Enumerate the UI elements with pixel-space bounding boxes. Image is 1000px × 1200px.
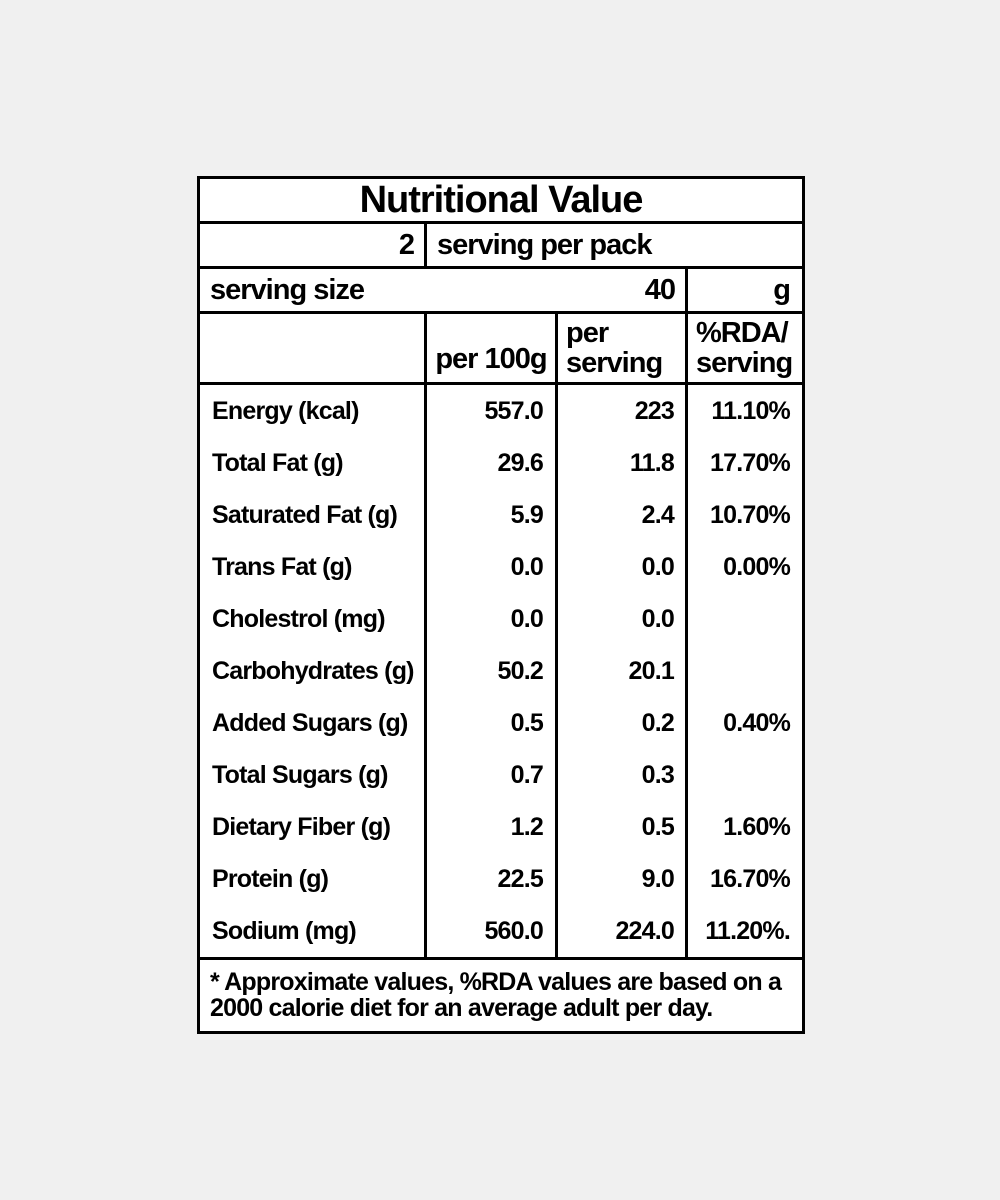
value-rda: 1.60%: [723, 812, 791, 841]
value-rda: 10.70%: [710, 500, 791, 529]
serving-size-cell: serving size 40: [200, 269, 688, 311]
nutrient-label: Dietary Fiber (g): [200, 801, 427, 853]
value-per-100g: 29.6: [427, 437, 558, 489]
value-per-serving: 0.3: [558, 749, 688, 801]
value-rda: 11.10%: [711, 396, 790, 425]
value-per-100g: 557.0: [427, 385, 558, 437]
nutrient-row-total-sugars: Total Sugars (g) 0.7 0.3: [200, 749, 802, 801]
servings-per-pack-text: serving per pack: [437, 228, 653, 261]
nutrient-row-trans-fat: Trans Fat (g) 0.0 0.0 0.00%: [200, 541, 802, 593]
value-per-100g: 5.9: [427, 489, 558, 541]
nutrition-label: Nutritional Value 2 serving per pack ser…: [197, 176, 805, 1034]
value-per-serving: 11.8: [558, 437, 688, 489]
nutrient-label: Sodium (mg): [200, 905, 427, 957]
value-rda: 0.00%: [723, 552, 791, 581]
value-per-100g: 1.2: [427, 801, 558, 853]
column-header-per-100g: per 100g: [427, 314, 558, 382]
footnote-line-2: 2000 calorie diet for an average adult p…: [210, 994, 713, 1022]
value-rda: 11.20%.: [705, 916, 791, 945]
value-per-100g: 0.0: [427, 593, 558, 645]
value-per-100g: 22.5: [427, 853, 558, 905]
nutrient-label: Energy (kcal): [200, 385, 427, 437]
serving-size-text: serving size: [210, 273, 365, 306]
value-rda: 17.70%: [710, 448, 791, 477]
nutrient-label: Protein (g): [200, 853, 427, 905]
nutrient-label: Cholestrol (mg): [200, 593, 427, 645]
nutrient-label: Total Sugars (g): [200, 749, 427, 801]
nutrient-row-protein: Protein (g) 22.5 9.0 16.70%: [200, 853, 802, 905]
nutrient-row-energy: Energy (kcal) 557.0 223 11.10%: [200, 385, 802, 437]
value-per-100g: 0.5: [427, 697, 558, 749]
value-per-100g: 0.0: [427, 541, 558, 593]
value-per-serving: 0.2: [558, 697, 688, 749]
value-per-100g: 0.7: [427, 749, 558, 801]
serving-size-value: 40: [644, 273, 676, 306]
value-per-serving: 9.0: [558, 853, 688, 905]
column-header-per-serving: per serving: [558, 314, 688, 382]
servings-per-pack-row: 2 serving per pack: [200, 224, 802, 269]
column-header-blank: [200, 314, 427, 382]
nutrient-label: Carbohydrates (g): [200, 645, 427, 697]
servings-count: 2: [200, 224, 427, 266]
nutrient-table-body: Energy (kcal) 557.0 223 11.10% Total Fat…: [200, 385, 802, 957]
nutrient-row-saturated-fat: Saturated Fat (g) 5.9 2.4 10.70%: [200, 489, 802, 541]
value-rda: [688, 749, 802, 801]
label-title: Nutritional Value: [200, 179, 802, 224]
value-per-serving: 2.4: [558, 489, 688, 541]
value-rda: [688, 593, 802, 645]
nutrient-row-dietary-fiber: Dietary Fiber (g) 1.2 0.5 1.60%: [200, 801, 802, 853]
value-rda: 16.70%: [710, 864, 791, 893]
column-header-rda-per-serving: %RDA/ serving: [696, 317, 793, 379]
value-per-serving: 20.1: [558, 645, 688, 697]
nutrient-label: Added Sugars (g): [200, 697, 427, 749]
nutrient-row-carbohydrates: Carbohydrates (g) 50.2 20.1: [200, 645, 802, 697]
value-per-serving: 0.0: [558, 593, 688, 645]
value-per-serving: 0.0: [558, 541, 688, 593]
value-per-100g: 560.0: [427, 905, 558, 957]
nutrient-row-sodium: Sodium (mg) 560.0 224.0 11.20%.: [200, 905, 802, 957]
nutrient-row-total-fat: Total Fat (g) 29.6 11.8 17.70%: [200, 437, 802, 489]
serving-size-row: serving size 40 g: [200, 269, 802, 314]
value-per-100g: 50.2: [427, 645, 558, 697]
value-per-serving: 223: [558, 385, 688, 437]
value-rda: 0.40%: [723, 708, 791, 737]
value-per-serving: 0.5: [558, 801, 688, 853]
value-rda: [688, 645, 802, 697]
nutrient-label: Total Fat (g): [200, 437, 427, 489]
footnote: * Approximate values, %RDA values are ba…: [200, 957, 802, 1031]
nutrient-row-cholestrol: Cholestrol (mg) 0.0 0.0: [200, 593, 802, 645]
value-per-serving: 224.0: [558, 905, 688, 957]
column-header-row: per 100g per serving %RDA/ serving: [200, 314, 802, 385]
nutrient-label: Trans Fat (g): [200, 541, 427, 593]
nutrient-label: Saturated Fat (g): [200, 489, 427, 541]
serving-size-unit: g: [773, 273, 791, 306]
footnote-line-1: * Approximate values, %RDA values are ba…: [210, 968, 782, 996]
nutrient-row-added-sugars: Added Sugars (g) 0.5 0.2 0.40%: [200, 697, 802, 749]
